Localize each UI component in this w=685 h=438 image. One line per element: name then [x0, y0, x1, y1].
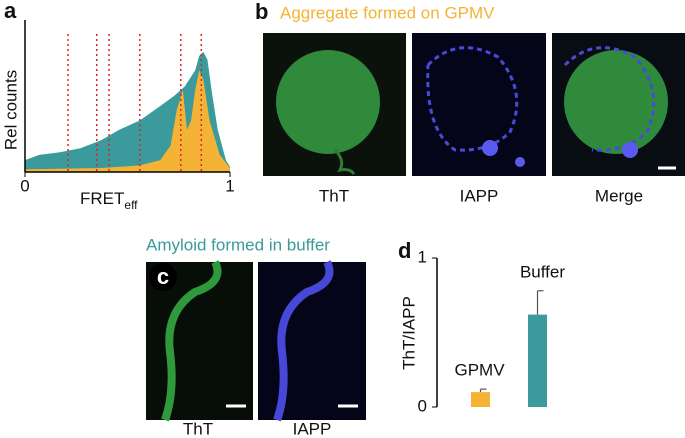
panel-label: c: [157, 264, 169, 289]
micrographs-b: [263, 33, 685, 176]
y-tick-label: 0: [418, 396, 427, 415]
panel-label: b: [255, 0, 268, 24]
y-axis-label: ThT/IAPP: [399, 296, 418, 370]
micrographs-c: [146, 260, 366, 422]
x-tick-label: 1: [225, 176, 234, 195]
x-axis-label: FRET: [80, 189, 124, 208]
panel-label: d: [398, 238, 411, 263]
x-axis-label: FRETeff: [80, 189, 138, 212]
bar: [528, 314, 547, 407]
caption: ThT: [319, 186, 349, 205]
x-tick-label: 0: [20, 176, 29, 195]
caption: IAPP: [460, 186, 499, 205]
caption: IAPP: [293, 419, 332, 438]
caption: ThT: [183, 419, 213, 438]
bar-label: GPMV: [454, 361, 505, 380]
y-tick-label: 1: [418, 247, 427, 266]
x-axis-label-sub: eff: [124, 198, 138, 212]
panel-title: Aggregate formed on GPMV: [280, 3, 495, 22]
bar: [471, 392, 490, 407]
panel-label: a: [4, 0, 17, 23]
y-axis-label: Rel counts: [1, 70, 20, 150]
bar-label: Buffer: [520, 262, 565, 281]
caption: Merge: [595, 186, 643, 205]
panel-title: Amyloid formed in buffer: [146, 235, 330, 254]
area: [25, 70, 230, 172]
